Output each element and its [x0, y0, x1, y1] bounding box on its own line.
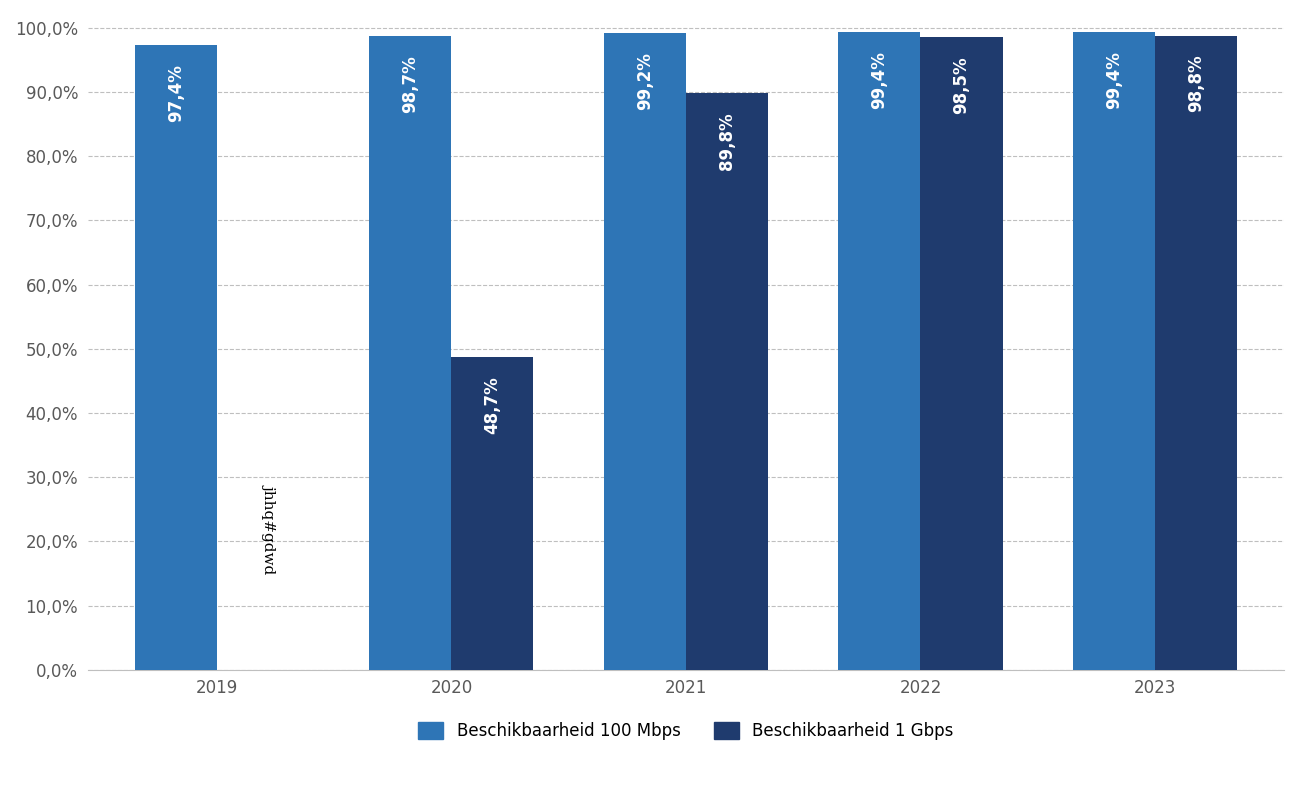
Bar [369, 36, 451, 670]
Bar [1155, 36, 1237, 670]
Text: 97,4%: 97,4% [166, 64, 184, 121]
Text: 99,4%: 99,4% [1105, 51, 1122, 109]
Text: jhhq#gdwd: jhhq#gdwd [262, 484, 277, 573]
Bar [921, 38, 1003, 670]
Text: 99,2%: 99,2% [637, 52, 653, 110]
Text: 98,5%: 98,5% [952, 57, 970, 114]
Legend: Beschikbaarheid 100 Mbps, Beschikbaarheid 1 Gbps: Beschikbaarheid 100 Mbps, Beschikbaarhei… [418, 721, 953, 740]
Text: 89,8%: 89,8% [718, 113, 737, 170]
Bar [686, 93, 768, 670]
Text: 98,7%: 98,7% [401, 55, 420, 113]
Text: 48,7%: 48,7% [483, 377, 501, 434]
Text: 99,4%: 99,4% [870, 51, 889, 109]
Bar [135, 45, 217, 670]
Bar [451, 358, 534, 670]
Text: 98,8%: 98,8% [1187, 55, 1205, 113]
Bar [838, 32, 921, 670]
Bar [604, 33, 686, 670]
Bar [1073, 32, 1155, 670]
